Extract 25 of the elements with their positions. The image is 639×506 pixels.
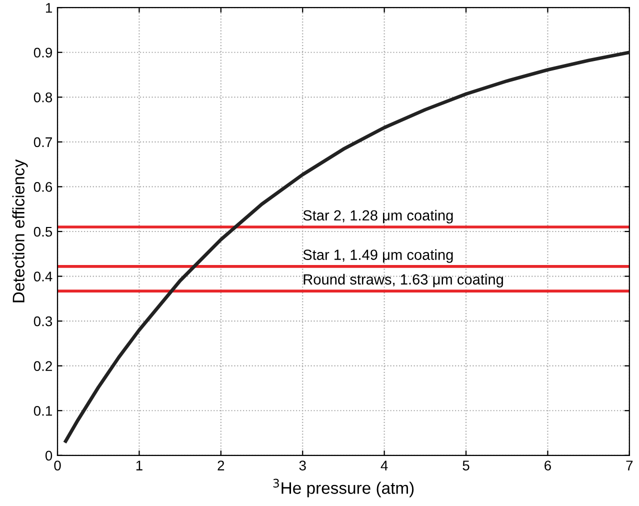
y-tick-label: 0.9: [34, 48, 52, 58]
x-tick-label: 4: [380, 460, 388, 470]
y-axis-title: Detection efficiency: [12, 159, 28, 302]
x-tick-label: 0: [54, 460, 61, 470]
y-tick-label: 0.4: [34, 272, 52, 282]
x-tick-label: 6: [544, 460, 551, 470]
x-tick-label: 2: [218, 460, 224, 470]
x-tick-label: 5: [462, 460, 470, 470]
ref-line-label: Round straws, 1.63 μm coating: [304, 274, 503, 288]
y-tick-label: 0.1: [34, 406, 52, 416]
y-tick-label: 1: [46, 3, 52, 13]
x-tick-label: 7: [626, 460, 633, 470]
line-series: [64, 50, 630, 443]
ref-line-label: Star 1, 1.49 μm coating: [303, 249, 453, 263]
y-tick-label: 0: [45, 450, 52, 461]
y-tick-label: 0.3: [34, 316, 52, 326]
ref-line-label: Star 2, 1.28 μm coating: [303, 210, 453, 224]
x-tick-label: 1: [136, 460, 142, 470]
y-tick-label: 0.6: [34, 182, 52, 192]
y-tick-label: 0.8: [34, 92, 52, 102]
y-tick-label: 0.5: [34, 226, 52, 237]
y-tick-label: 0.2: [34, 361, 52, 372]
x-tick-label: 3: [299, 460, 306, 470]
y-tick-label: 0.7: [34, 137, 52, 148]
x-axis-title: $^{3}$He pressure (atm): [273, 478, 414, 498]
